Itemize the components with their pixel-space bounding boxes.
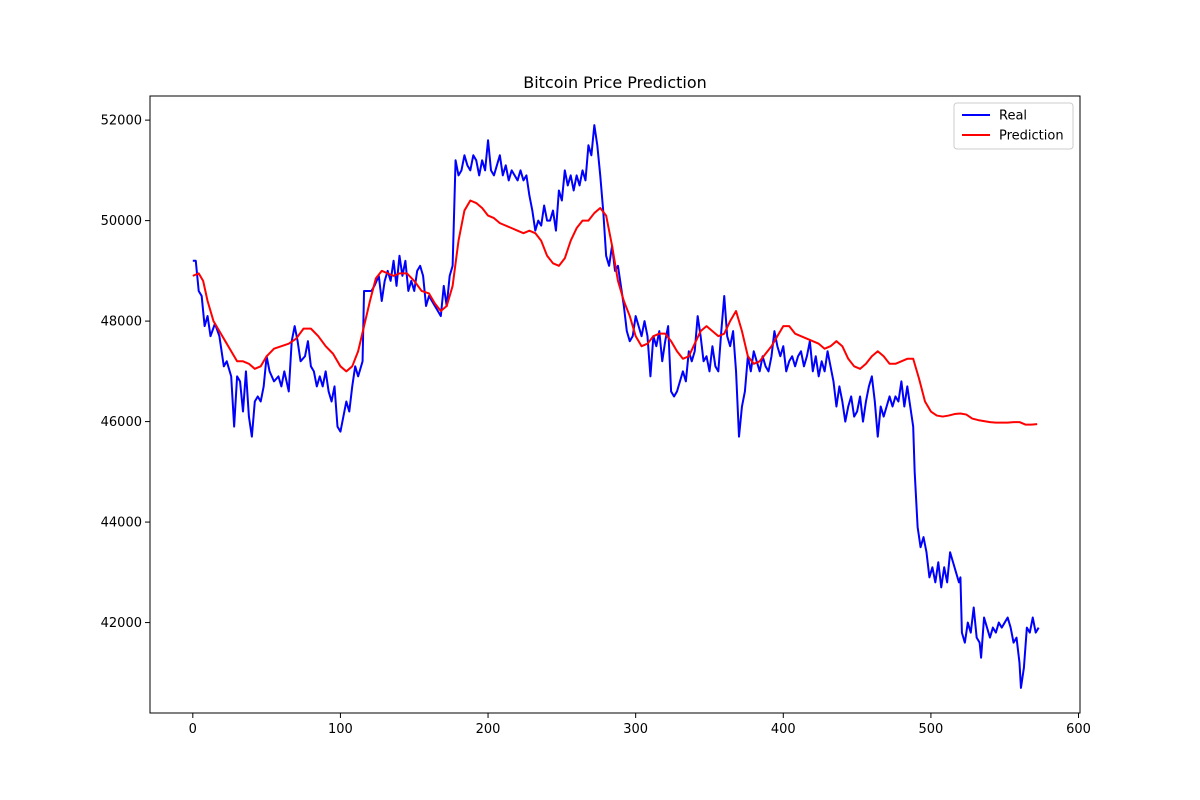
x-tick-label: 500 [918,722,943,737]
y-tick-label: 46000 [101,415,142,430]
series-line-prediction [192,199,1038,426]
legend-prediction-label: Prediction [999,129,1064,144]
y-tick-label: 44000 [101,516,142,531]
x-tick-label: 400 [771,722,796,737]
x-tick-label: 0 [189,722,197,737]
y-tick-label: 52000 [101,114,142,129]
y-axis: 42000 44000 46000 48000 50000 52000 [101,114,150,631]
series-line-real [192,124,1040,689]
legend: Real Prediction [953,102,1074,150]
chart-title: Bitcoin Price Prediction [523,73,707,92]
x-axis: 0 100 200 300 400 500 600 [189,713,1091,737]
x-tick-label: 600 [1066,722,1091,737]
legend-real-label: Real [999,109,1027,124]
y-tick-label: 50000 [101,214,142,229]
x-tick-label: 100 [328,722,353,737]
x-tick-label: 300 [623,722,648,737]
series-layer [192,124,1040,689]
x-tick-label: 200 [476,722,501,737]
y-tick-label: 42000 [101,616,142,631]
y-tick-label: 48000 [101,315,142,330]
plot-frame [149,95,1081,714]
